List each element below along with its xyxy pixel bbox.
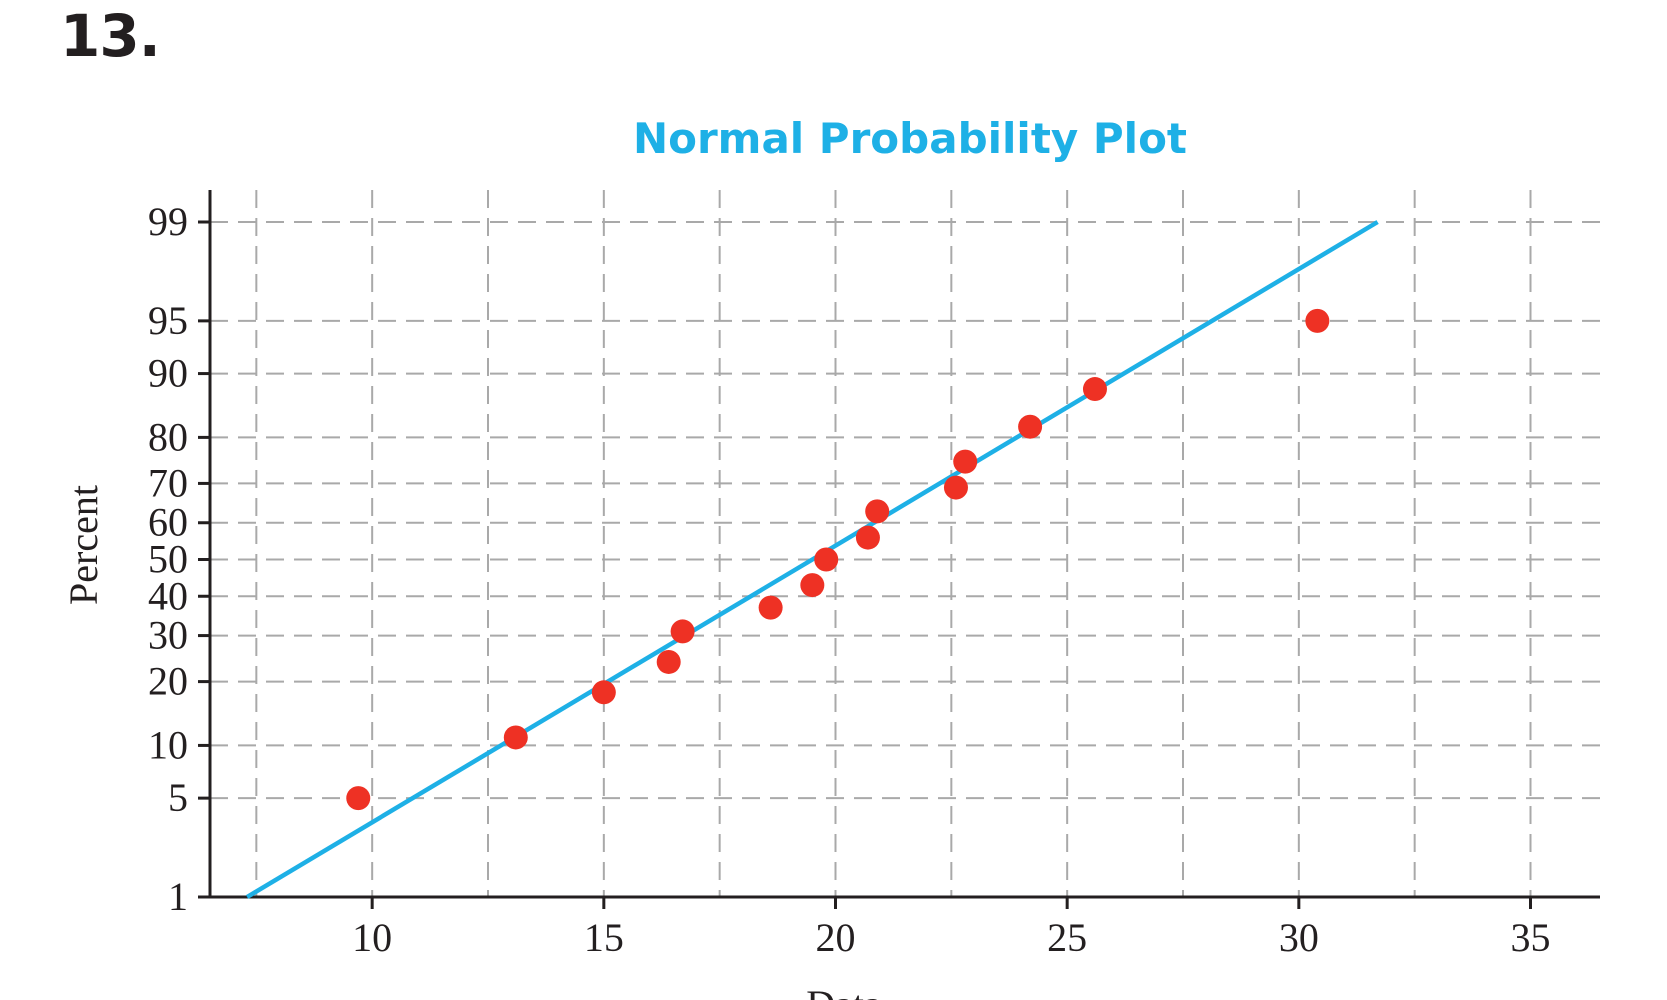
- y-tick-label-20: 20: [148, 659, 188, 704]
- data-points: [346, 308, 1330, 811]
- data-point: [346, 786, 371, 811]
- y-tick-label-30: 30: [148, 613, 188, 658]
- y-tick-label-70: 70: [148, 460, 188, 505]
- y-tick-label-5: 5: [168, 775, 188, 820]
- y-tick-label-95: 95: [148, 298, 188, 343]
- data-point: [503, 725, 528, 750]
- gridlines: [210, 190, 1600, 897]
- data-point: [758, 595, 783, 620]
- data-point: [865, 499, 890, 524]
- data-point: [1305, 308, 1330, 333]
- data-point: [953, 449, 978, 474]
- x-tick-label-10: 10: [352, 915, 392, 960]
- data-point: [943, 475, 968, 500]
- y-tick-label-1: 1: [168, 874, 188, 919]
- y-axis-label: Percent: [61, 485, 106, 605]
- y-tick-label-40: 40: [148, 573, 188, 618]
- axes: [208, 190, 1600, 899]
- data-point: [800, 573, 825, 598]
- y-tick-label-90: 90: [148, 351, 188, 396]
- y-tick-label-10: 10: [148, 722, 188, 767]
- x-tick-label-15: 15: [584, 915, 624, 960]
- data-point: [1082, 377, 1107, 402]
- y-tick-label-80: 80: [148, 414, 188, 459]
- data-point: [670, 619, 695, 644]
- problem-number: 13.: [60, 2, 161, 70]
- data-point: [814, 547, 839, 572]
- data-point: [1018, 414, 1043, 439]
- fit-line-group: [245, 220, 1379, 899]
- fit-line: [245, 220, 1379, 899]
- x-axis-label: Data: [806, 982, 882, 1000]
- data-point: [855, 525, 880, 550]
- x-tick-label-30: 30: [1279, 915, 1319, 960]
- x-tick-label-35: 35: [1511, 915, 1551, 960]
- y-tick-label-60: 60: [148, 500, 188, 545]
- x-tick-label-25: 25: [1047, 915, 1087, 960]
- y-tick-label-50: 50: [148, 537, 188, 582]
- y-tick-label-99: 99: [148, 199, 188, 244]
- data-point: [591, 680, 616, 705]
- x-tick-label-20: 20: [816, 915, 856, 960]
- chart-title: Normal Probability Plot: [633, 114, 1187, 163]
- data-point: [656, 649, 681, 674]
